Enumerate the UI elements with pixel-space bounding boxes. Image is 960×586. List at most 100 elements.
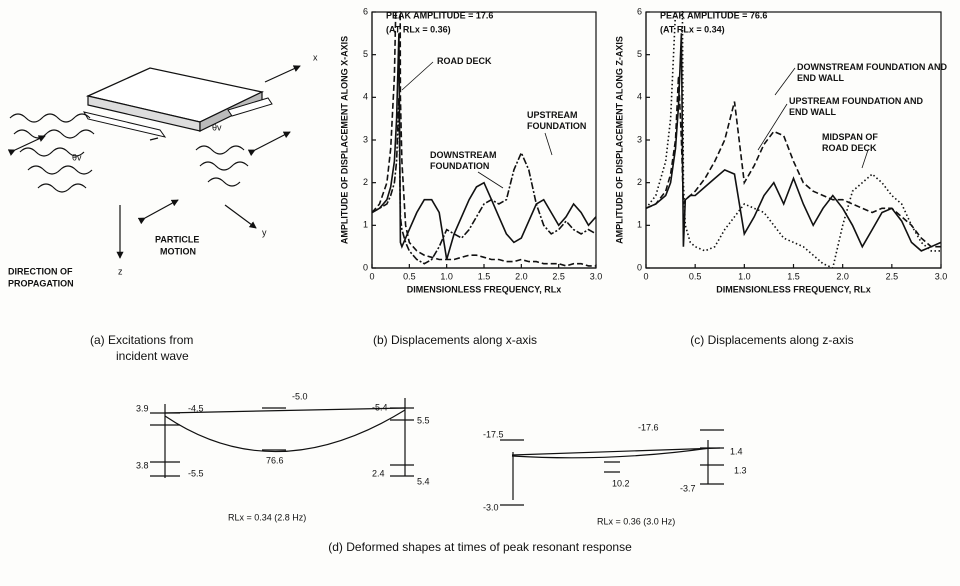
x-tick-label: 0.5 bbox=[689, 271, 702, 281]
propagation-label: PROPAGATION bbox=[8, 278, 74, 288]
shape-label: 3.8 bbox=[136, 460, 149, 470]
caption: (d) Deformed shapes at times of peak res… bbox=[328, 540, 632, 554]
y-axis-arrow bbox=[224, 204, 257, 229]
axis-name: z bbox=[118, 266, 123, 276]
y-tick-label: 0 bbox=[363, 262, 368, 272]
y-tick-label: 4 bbox=[637, 92, 642, 102]
incident-waves-right bbox=[195, 145, 249, 187]
series-line bbox=[372, 97, 596, 265]
y-tick-label: 6 bbox=[363, 6, 368, 16]
shape-label: 3.9 bbox=[136, 403, 149, 413]
y-tick-label: 2 bbox=[363, 177, 368, 187]
shape-label: 5.4 bbox=[417, 476, 430, 486]
series-label: DOWNSTREAM FOUNDATION AND END WALL bbox=[797, 62, 947, 83]
motion-label: PARTICLE bbox=[155, 234, 199, 244]
leader-line bbox=[544, 132, 553, 156]
y-tick-label: 5 bbox=[363, 49, 368, 59]
shape-caption: RLx = 0.36 (3.0 Hz) bbox=[597, 516, 675, 526]
x-tick-label: 2.5 bbox=[552, 271, 565, 281]
footing-left bbox=[82, 111, 167, 138]
annotation: (AT RLx = 0.36) bbox=[386, 24, 451, 34]
deflected-curve bbox=[511, 447, 711, 459]
caption: (b) Displacements along x-axis bbox=[373, 333, 537, 347]
x-tick-label: 2.0 bbox=[515, 271, 528, 281]
x-axis-label: DIMENSIONLESS FREQUENCY, RLx bbox=[716, 284, 871, 294]
x-tick-label: 0.5 bbox=[403, 271, 416, 281]
y-tick-label: 5 bbox=[637, 49, 642, 59]
y-tick-label: 1 bbox=[637, 220, 642, 230]
bridge-drawing bbox=[7, 65, 301, 259]
dimension-ticks bbox=[500, 429, 724, 506]
shape-caption: RLx = 0.34 (2.8 Hz) bbox=[228, 512, 306, 522]
shape-label: -17.6 bbox=[638, 422, 659, 432]
particle-motion-arrow bbox=[247, 131, 291, 157]
shape-label: 5.5 bbox=[417, 415, 430, 425]
shape-label: 10.2 bbox=[612, 478, 630, 488]
chart: 0 1 2 3 4 5 6 0 0.5 1.0 1.5 2.0 2.5 3.0 DIMENSIONLESS … bbox=[339, 6, 602, 347]
deformed-shape-left bbox=[150, 398, 414, 478]
y-tick-label: 4 bbox=[363, 92, 368, 102]
leader-line bbox=[757, 103, 788, 151]
shape-label: -5.4 bbox=[372, 402, 388, 412]
x-tick-label: 1.5 bbox=[787, 271, 800, 281]
particle-motion-arrow bbox=[137, 199, 179, 225]
particle-motion-arrow bbox=[7, 135, 46, 156]
annotation: PEAK AMPLITUDE = 17.6 bbox=[386, 10, 493, 20]
y-tick-label: 2 bbox=[637, 177, 642, 187]
x-tick-label: 0 bbox=[643, 271, 648, 281]
annotation: PEAK AMPLITUDE = 76.6 bbox=[660, 10, 767, 20]
series-label: UPSTREAM FOUNDATION AND END WALL bbox=[789, 96, 923, 117]
shape-label: 2.4 bbox=[372, 468, 385, 478]
series-line bbox=[646, 33, 941, 252]
incident-waves-left bbox=[9, 113, 95, 193]
y-tick-label: 0 bbox=[637, 262, 642, 272]
leader-line bbox=[401, 61, 434, 91]
series-label: DOWNSTREAM FOUNDATION bbox=[430, 150, 497, 171]
shape-label: 76.6 bbox=[266, 455, 284, 465]
shape-label: 1.4 bbox=[730, 446, 743, 456]
y-axis-label: AMPLITUDE OF DISPLACEMENT ALONG X-AXIS bbox=[339, 36, 349, 244]
leader-line bbox=[477, 171, 504, 189]
angle-label: θv bbox=[72, 152, 82, 162]
axis-name: x bbox=[313, 52, 318, 62]
leader-line bbox=[861, 149, 869, 169]
leg bbox=[149, 137, 159, 141]
caption: (a) Excitations from bbox=[90, 333, 193, 347]
y-tick-label: 3 bbox=[637, 134, 642, 144]
x-tick-label: 2.0 bbox=[836, 271, 849, 281]
y-axis-label: AMPLITUDE OF DISPLACEMENT ALONG Z-AXIS bbox=[614, 36, 624, 244]
caption: incident wave bbox=[116, 349, 189, 363]
shape-label: -4.5 bbox=[188, 403, 204, 413]
series-line bbox=[646, 75, 941, 248]
series-line bbox=[372, 11, 596, 267]
deflected-curve bbox=[164, 409, 406, 453]
motion-label: MOTION bbox=[160, 246, 196, 256]
leader-line bbox=[774, 67, 796, 96]
propagation-label: DIRECTION OF bbox=[8, 266, 73, 276]
x-tick-label: 2.5 bbox=[886, 271, 899, 281]
series-label: ROAD DECK bbox=[437, 56, 492, 66]
x-axis-arrow bbox=[264, 65, 301, 83]
x-tick-label: 3.0 bbox=[935, 271, 948, 281]
y-tick-label: 3 bbox=[363, 134, 368, 144]
x-tick-label: 1.0 bbox=[440, 271, 453, 281]
series-line bbox=[372, 33, 596, 260]
x-tick-label: 1.5 bbox=[478, 271, 491, 281]
deck-line bbox=[164, 407, 406, 414]
caption: (c) Displacements along z-axis bbox=[690, 333, 853, 347]
chart: 0 1 2 3 4 5 6 0 0.5 1.0 1.5 2.0 2.5 3.0 DIMENSIONLESS … bbox=[614, 6, 948, 347]
y-tick-label: 6 bbox=[637, 6, 642, 16]
shape-label: -5.5 bbox=[188, 468, 204, 478]
shape-label: -3.0 bbox=[483, 502, 499, 512]
y-tick-label: 1 bbox=[363, 220, 368, 230]
deck-line bbox=[511, 447, 721, 456]
shape-label: -17.5 bbox=[483, 429, 504, 439]
shape-label: 1.3 bbox=[734, 465, 747, 475]
dimension-ticks bbox=[150, 407, 414, 477]
x-tick-label: 0 bbox=[369, 271, 374, 281]
deformed-shape-right bbox=[500, 429, 724, 506]
plot-frame bbox=[371, 11, 597, 269]
annotation: (AT RLx = 0.34) bbox=[660, 24, 725, 34]
